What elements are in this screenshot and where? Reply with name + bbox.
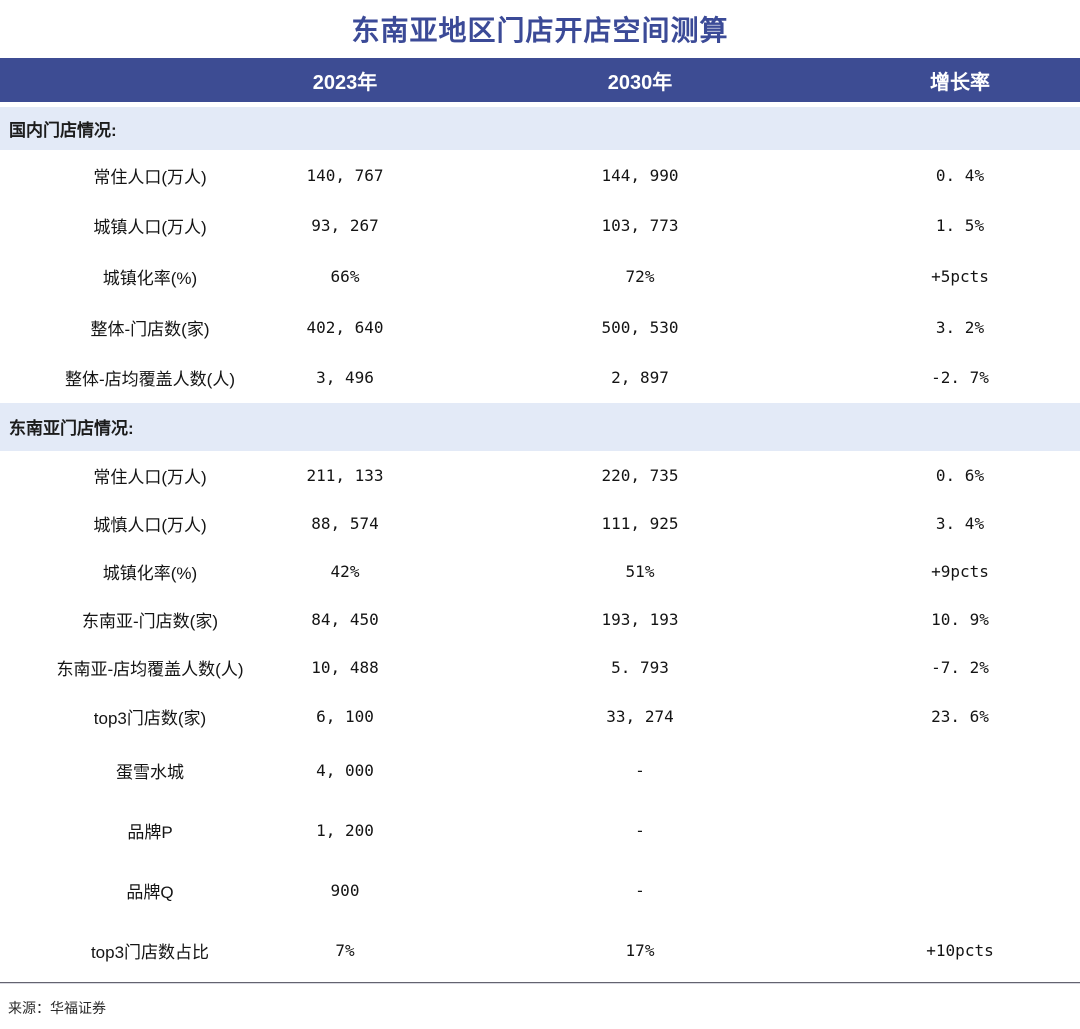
row-label: 常住人口(万人): [93, 167, 207, 187]
row-label: 城镇化率(%): [102, 268, 198, 288]
row-label: 品牌P: [127, 822, 173, 842]
value-2030: -: [635, 880, 645, 900]
section-header-domestic-label: 国内门店情况:: [9, 121, 117, 140]
table-row: top3门店数(家) 6, 100 33, 274 23. 6%: [0, 692, 1080, 740]
table-row: 品牌Q 900 -: [0, 860, 1080, 920]
value-growth: 23. 6%: [931, 706, 989, 726]
row-label: 东南亚-店均覆盖人数(人): [56, 660, 244, 680]
column-header-2030: 2030年: [607, 71, 673, 94]
value-2023: 140, 767: [306, 165, 384, 185]
value-2030: 220, 735: [601, 465, 679, 485]
bottom-divider: [0, 982, 1080, 984]
value-2023: 6, 100: [316, 706, 374, 726]
value-2023: 402, 640: [306, 317, 384, 337]
source-note: 来源：华福证券: [8, 1000, 106, 1017]
row-label: 城慎人口(万人): [93, 515, 207, 535]
value-growth: 3. 4%: [935, 513, 985, 533]
table-row: 蛋雪水城 4, 000 -: [0, 740, 1080, 800]
row-label: top3门店数占比: [90, 942, 210, 962]
value-2023: 84, 450: [311, 610, 379, 630]
row-label: 城镇化率(%): [102, 563, 198, 583]
value-2023: 211, 133: [306, 465, 384, 485]
value-2030: 193, 193: [601, 610, 679, 630]
value-growth: 3. 2%: [935, 317, 985, 337]
table-row: 常住人口(万人) 211, 133 220, 735 0. 6%: [0, 451, 1080, 499]
section-header-domestic: 国内门店情况:: [0, 107, 1080, 150]
value-growth: +5pcts: [931, 266, 989, 286]
value-2023: 1, 200: [316, 820, 374, 840]
table-row: 城镇化率(%) 42% 51% +9pcts: [0, 547, 1080, 595]
row-label: 整体-店均覆盖人数(人): [65, 370, 235, 390]
value-2030: 2, 897: [611, 368, 669, 388]
value-2023: 93, 267: [311, 216, 379, 236]
table-row: 东南亚-门店数(家) 84, 450 193, 193 10. 9%: [0, 596, 1080, 644]
table-row: 整体-店均覆盖人数(人) 3, 496 2, 897 -2. 7%: [0, 352, 1080, 403]
value-growth: +10pcts: [926, 940, 994, 960]
value-2030: 33, 274: [606, 706, 674, 726]
value-2030: 72%: [625, 266, 655, 286]
value-2023: 3, 496: [316, 368, 374, 388]
section-rows-domestic: 常住人口(万人) 140, 767 144, 990 0. 4% 城镇人口(万人) 93,…: [0, 150, 1080, 403]
column-header-2023: 2023年: [312, 71, 378, 94]
value-2030: -: [635, 820, 645, 840]
value-growth: -2. 7%: [931, 368, 989, 388]
title-area: 东南亚地区门店开店空间测算: [0, 0, 1080, 58]
value-2023: 10, 488: [311, 658, 379, 678]
value-2023: 4, 000: [316, 760, 374, 780]
value-2030: 111, 925: [601, 513, 679, 533]
table-row: 整体-门店数(家) 402, 640 500, 530 3. 2%: [0, 302, 1080, 353]
row-label: 品牌Q: [126, 882, 174, 902]
table-row: 常住人口(万人) 140, 767 144, 990 0. 4%: [0, 150, 1080, 201]
header-gap: [0, 102, 1080, 107]
row-label: 东南亚-门店数(家): [82, 612, 218, 632]
value-2023: 88, 574: [311, 513, 379, 533]
section-rows-sea: 常住人口(万人) 211, 133 220, 735 0. 6% 城慎人口(万人) 88,…: [0, 451, 1080, 980]
section-header-sea-label: 东南亚门店情况:: [9, 419, 134, 439]
table-row: 东南亚-店均覆盖人数(人) 10, 488 5. 793 -7. 2%: [0, 644, 1080, 692]
table-row: 城镇化率(%) 66% 72% +5pcts: [0, 251, 1080, 302]
value-growth: 1. 5%: [935, 216, 985, 236]
table-row: top3门店数占比 7% 17% +10pcts: [0, 920, 1080, 980]
value-2023: 7%: [335, 940, 355, 960]
value-2023: 66%: [330, 266, 360, 286]
row-label: 常住人口(万人): [93, 467, 207, 487]
value-2030: 500, 530: [601, 317, 679, 337]
value-growth: 10. 9%: [931, 610, 989, 630]
value-2030: 5. 793: [611, 658, 669, 678]
column-header-growth: 增长率: [930, 71, 990, 94]
page-title: 东南亚地区门店开店空间测算: [351, 15, 729, 46]
table-header-row: 2023年 2030年 增长率: [0, 58, 1080, 102]
table-row: 城镇人口(万人) 93, 267 103, 773 1. 5%: [0, 201, 1080, 252]
value-2030: 103, 773: [601, 216, 679, 236]
section-header-sea: 东南亚门店情况:: [0, 402, 1080, 451]
row-label: top3门店数(家): [93, 708, 207, 728]
value-2030: -: [635, 760, 645, 780]
value-2023: 42%: [330, 561, 360, 581]
value-2030: 17%: [625, 940, 655, 960]
row-label: 城镇人口(万人): [93, 218, 207, 238]
value-2030: 51%: [625, 561, 655, 581]
value-2023: 900: [330, 880, 360, 900]
value-growth: 0. 4%: [935, 165, 985, 185]
row-label: 蛋雪水城: [116, 762, 184, 782]
value-growth: +9pcts: [931, 561, 989, 581]
row-label: 整体-门店数(家): [90, 319, 210, 339]
table-row: 城慎人口(万人) 88, 574 111, 925 3. 4%: [0, 499, 1080, 547]
table-row: 品牌P 1, 200 -: [0, 800, 1080, 860]
value-growth: -7. 2%: [931, 658, 989, 678]
value-2030: 144, 990: [601, 165, 679, 185]
value-growth: 0. 6%: [935, 465, 985, 485]
